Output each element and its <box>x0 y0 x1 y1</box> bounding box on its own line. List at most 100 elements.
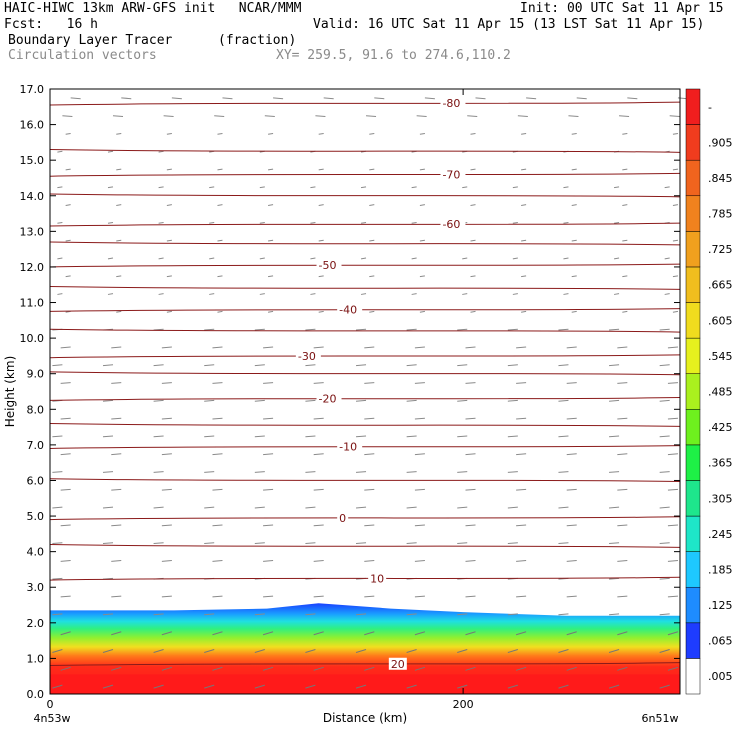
wind-vector <box>613 186 620 189</box>
wind-vector <box>667 666 679 671</box>
wind-vector <box>617 560 628 562</box>
wind-vector <box>457 506 468 509</box>
wind-vector <box>305 506 316 509</box>
wind-vector <box>558 399 569 402</box>
wind-vector <box>254 471 265 473</box>
wind-vector <box>507 542 518 545</box>
wind-vector <box>112 115 124 117</box>
wind-vector <box>516 346 527 349</box>
wind-vector <box>622 168 628 171</box>
wind-vector <box>166 168 172 171</box>
wind-vector <box>360 293 367 295</box>
wind-vector <box>268 310 274 313</box>
wind-vector <box>60 453 71 456</box>
wind-vector <box>558 613 569 616</box>
wind-vector <box>116 204 122 206</box>
isotherm-line <box>49 576 681 581</box>
wind-vector <box>254 364 265 367</box>
wind-vector <box>521 132 527 135</box>
wind-vector <box>364 453 375 456</box>
wind-vector <box>664 257 670 260</box>
wind-vector <box>507 328 518 331</box>
wind-vector <box>465 560 476 562</box>
wind-vector <box>313 631 324 636</box>
wind-vector <box>516 524 527 527</box>
colorbar-label: - <box>708 101 712 114</box>
wind-vector <box>672 132 679 135</box>
wind-vector <box>457 328 468 331</box>
colorbar-swatch <box>685 515 701 552</box>
wind-vector <box>60 666 71 671</box>
wind-vector <box>462 257 468 260</box>
field1-name: Boundary Layer Tracer <box>8 33 173 48</box>
wind-vector <box>264 115 275 117</box>
isotherm-label-bg <box>295 349 321 362</box>
wind-vector <box>318 204 324 206</box>
isotherm-line <box>49 371 681 376</box>
colorbar-swatch <box>685 88 701 125</box>
wind-vector <box>158 293 164 295</box>
wind-vector <box>512 221 518 224</box>
wind-vector <box>571 204 577 206</box>
wind-vector <box>52 613 63 616</box>
wind-vector <box>609 399 620 402</box>
wind-vector <box>617 631 628 636</box>
wind-vector <box>558 364 569 367</box>
colorbar-swatch <box>685 337 701 374</box>
wind-vector <box>667 524 678 527</box>
wind-vector <box>457 399 468 402</box>
y-axis-label: Height (km) <box>3 356 17 427</box>
wind-vector <box>111 488 122 491</box>
wind-vector <box>558 506 569 509</box>
isotherm-line <box>49 516 681 521</box>
wind-vector <box>566 631 577 636</box>
isotherm-label-bg <box>337 440 363 453</box>
wind-vector <box>116 239 122 242</box>
wind-vector <box>364 417 375 420</box>
wind-vector <box>563 221 569 224</box>
wind-vector <box>414 595 425 598</box>
y-tick-label: 7.0 <box>27 439 45 452</box>
wind-vector <box>204 649 215 653</box>
wind-vector <box>166 275 172 278</box>
wind-vector <box>667 488 678 491</box>
isotherm-label-bg <box>337 303 363 316</box>
wind-vector <box>60 488 71 491</box>
wind-vector <box>57 150 63 153</box>
wind-vector <box>313 453 324 456</box>
wind-vector <box>517 115 528 117</box>
wind-vector <box>107 221 114 224</box>
wind-vector <box>571 275 577 278</box>
wind-vector <box>313 382 324 384</box>
y-tick-label: 5.0 <box>27 510 45 523</box>
wind-vector <box>268 204 274 206</box>
isotherm-line <box>49 263 681 268</box>
wind-vector <box>419 168 425 171</box>
wind-vector <box>364 524 375 527</box>
wind-vector <box>465 453 476 456</box>
wind-vector <box>664 186 670 189</box>
wind-vector <box>521 275 527 278</box>
wind-vector <box>254 684 265 689</box>
wind-vector <box>667 346 678 349</box>
wind-vector <box>153 684 164 689</box>
isotherm-line <box>49 328 681 333</box>
wind-vector <box>107 257 114 260</box>
wind-vector <box>161 631 173 636</box>
wind-vector <box>315 115 326 117</box>
wind-vector <box>521 168 527 171</box>
wind-vector <box>212 595 223 598</box>
wind-vector <box>406 399 417 402</box>
x-end-label-right: 6n51w <box>642 712 679 725</box>
wind-vector <box>609 542 620 545</box>
wind-vector <box>102 649 114 653</box>
wind-vector <box>305 328 316 331</box>
wind-vector <box>102 471 114 473</box>
wind-vector <box>622 275 628 278</box>
colorbar-label: .485 <box>708 386 733 399</box>
wind-vector <box>355 684 367 689</box>
wind-vector <box>259 221 265 224</box>
plot-frame <box>49 88 681 695</box>
y-tick-label: 16.0 <box>20 119 45 132</box>
wind-vector <box>617 382 628 384</box>
